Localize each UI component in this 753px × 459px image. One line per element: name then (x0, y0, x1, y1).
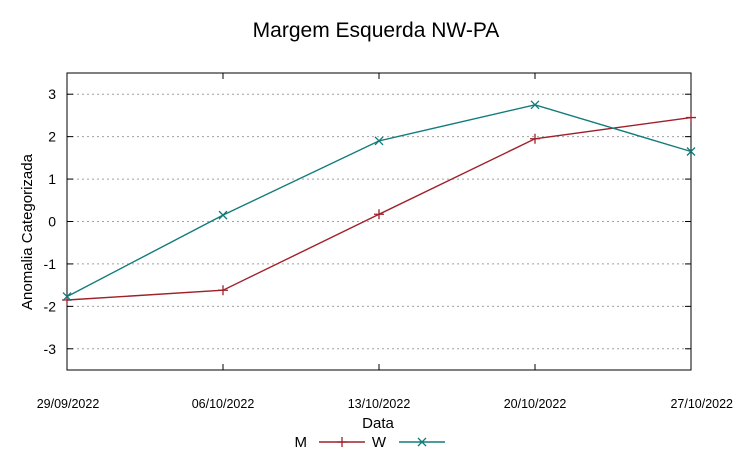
y-tick-label: -1 (44, 256, 57, 272)
x-tick-label: 13/10/2022 (348, 397, 411, 411)
data-point-plus (530, 133, 540, 144)
x-tick-label: 06/10/2022 (192, 397, 255, 411)
data-point-cross (62, 292, 72, 302)
data-point-cross (686, 147, 696, 156)
y-tick-label: -3 (44, 341, 57, 357)
series-line-W (66, 104, 692, 298)
x-axis-label: Data (362, 415, 394, 432)
series-line-M (66, 116, 692, 301)
x-tick-label: 20/10/2022 (504, 397, 567, 411)
x-tick-label: 27/10/2022 (670, 397, 733, 411)
y-tick-label: 1 (48, 171, 56, 187)
legend-label-W: W (372, 434, 387, 451)
data-point-plus (218, 285, 228, 296)
data-point-cross (374, 136, 384, 146)
y-axis-ticks: 3 2 1 0 -1 -2 -3 (44, 86, 691, 357)
y-tick-label: 2 (48, 129, 56, 145)
data-point-plus (686, 112, 696, 123)
y-tick-label: 3 (48, 86, 56, 102)
data-point-cross (218, 210, 228, 220)
y-tick-label: -2 (44, 298, 57, 314)
data-point-cross (530, 100, 540, 110)
chart-title: Margem Esquerda NW-PA (253, 19, 500, 42)
data-point-cross (417, 437, 427, 447)
y-tick-label: 0 (48, 214, 56, 230)
x-axis-ticks: 29/09/2022 06/10/2022 13/10/2022 20/10/2022… (37, 73, 733, 411)
data-point-plus (374, 209, 384, 220)
legend-label-M: M (295, 434, 308, 451)
data-point-plus (337, 437, 347, 447)
series-layer (62, 100, 696, 305)
grid-lines (67, 93, 691, 350)
x-tick-label: 29/09/2022 (37, 397, 100, 411)
y-axis-label: Anomalia Categorizada (19, 153, 36, 310)
